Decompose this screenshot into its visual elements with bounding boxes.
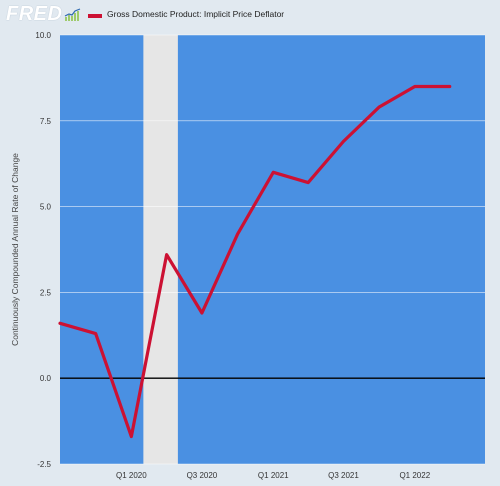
- y-tick-label: -2.5: [37, 460, 51, 469]
- y-tick-label: 2.5: [40, 288, 52, 297]
- chart-header: FRED Gross Domestic Product: Implicit Pr…: [0, 0, 500, 30]
- y-tick-label: 5.0: [40, 203, 52, 212]
- gridlines: [60, 34, 485, 465]
- y-tick-label: 7.5: [40, 117, 52, 126]
- y-axis-ticks: 10.0 7.5 5.0 2.5 0.0 -2.5: [35, 31, 51, 469]
- series-line: [58, 84, 452, 439]
- recession-shading: [143, 35, 178, 464]
- x-tick-label: Q3 2020: [187, 471, 218, 480]
- x-axis-ticks: Q1 2020 Q3 2020 Q1 2021 Q3 2021 Q1 2022: [116, 471, 431, 480]
- x-tick-label: Q1 2022: [399, 471, 430, 480]
- y-tick-label: 10.0: [35, 31, 51, 40]
- series-points: [59, 86, 450, 437]
- y-tick-label: 0.0: [40, 374, 52, 383]
- y-axis-title: Continuously Compounded Annual Rate of C…: [10, 153, 20, 346]
- recession-shading-group: [143, 35, 178, 464]
- plot-area: [60, 35, 485, 464]
- x-tick-label: Q3 2021: [328, 471, 359, 480]
- x-tick-label: Q1 2021: [258, 471, 289, 480]
- fred-sparkline-icon: [64, 8, 81, 21]
- x-tick-label: Q1 2020: [116, 471, 147, 480]
- fred-logo: FRED: [6, 3, 63, 25]
- legend-swatch: [88, 14, 102, 18]
- legend-label: Gross Domestic Product: Implicit Price D…: [107, 9, 285, 19]
